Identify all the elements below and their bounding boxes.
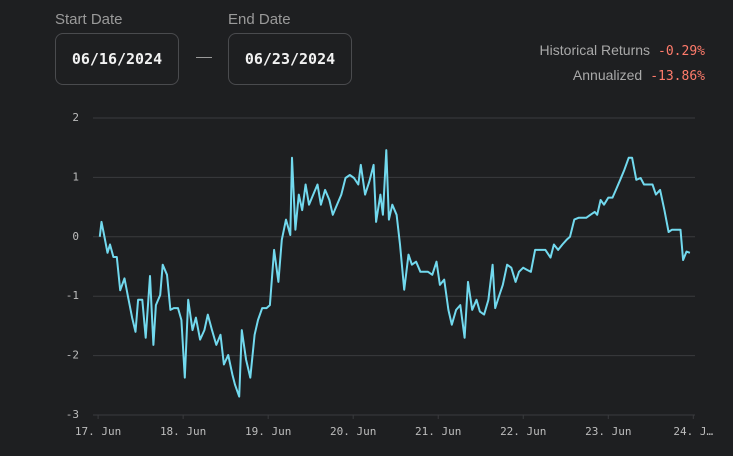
x-tick-label: 21. Jun bbox=[415, 425, 461, 438]
y-tick-label: -2 bbox=[66, 349, 79, 362]
start-date-label: Start Date bbox=[55, 11, 123, 28]
line-series bbox=[98, 149, 691, 398]
end-date-input[interactable]: 06/23/2024 bbox=[228, 33, 352, 85]
range-dash bbox=[196, 57, 212, 58]
x-tick-label: 18. Jun bbox=[160, 425, 206, 438]
y-tick-label: 0 bbox=[72, 230, 79, 243]
x-tick-label: 23. Jun bbox=[585, 425, 631, 438]
x-tick-label: 19. Jun bbox=[245, 425, 291, 438]
x-tick-label: 20. Jun bbox=[330, 425, 376, 438]
start-date-input[interactable]: 06/16/2024 bbox=[55, 33, 179, 85]
stat-label: Historical Returns bbox=[539, 42, 651, 58]
x-tick-label: 24. J… bbox=[673, 425, 713, 438]
y-tick-label: -3 bbox=[66, 408, 79, 421]
stat-value: -0.29% bbox=[658, 44, 705, 59]
x-tick-label: 17. Jun bbox=[75, 425, 121, 438]
y-tick-label: -1 bbox=[66, 289, 79, 302]
stat-label: Annualized bbox=[572, 67, 643, 83]
stat-row: Historical Returns -0.29% bbox=[540, 42, 705, 59]
x-tick-label: 22. Jun bbox=[500, 425, 546, 438]
stat-row: Annualized -13.86% bbox=[573, 67, 705, 84]
y-tick-label: 2 bbox=[72, 111, 79, 124]
stat-value: -13.86% bbox=[650, 69, 705, 84]
y-tick-label: 1 bbox=[72, 170, 79, 183]
end-date-label: End Date bbox=[228, 11, 291, 28]
